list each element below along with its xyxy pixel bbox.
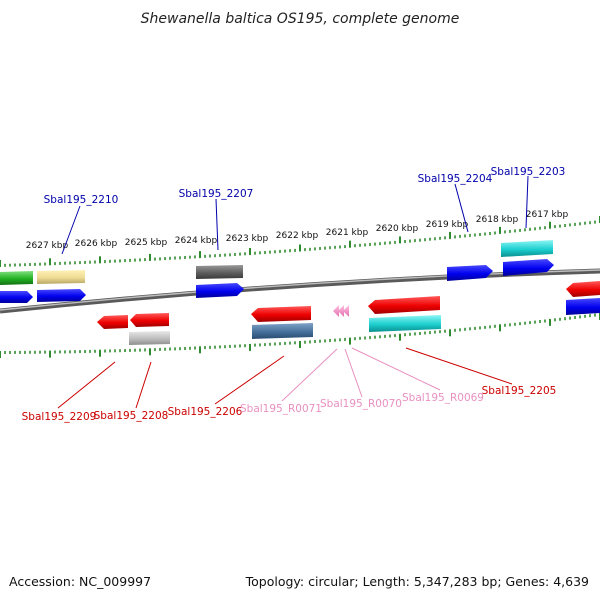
- label-Sbal195_2204[interactable]: Sbal195_2204: [418, 173, 493, 185]
- gene-tan[interactable]: [37, 270, 85, 284]
- ruler-upper: [0, 216, 600, 267]
- gene-blue-edge[interactable]: [566, 298, 600, 315]
- leader-2204: [454, 183, 469, 233]
- leader-2210: [61, 205, 81, 255]
- map-title: Shewanella baltica OS195, complete genom…: [141, 11, 460, 27]
- gene-cyan-rev[interactable]: [369, 315, 441, 332]
- tick-label-2627: 2627 kbp: [26, 241, 69, 251]
- leader-R0069: [351, 347, 441, 391]
- gene-green[interactable]: [0, 271, 33, 285]
- label-Sbal195_2203[interactable]: Sbal195_2203: [491, 166, 566, 178]
- gene-blue-1[interactable]: [0, 291, 33, 303]
- gene-blue-2[interactable]: [37, 289, 86, 302]
- rna-R0069[interactable]: [343, 305, 349, 317]
- label-Sbal195_R0070[interactable]: Sbal195_R0070: [320, 398, 402, 410]
- tick-label-2625: 2625 kbp: [125, 238, 168, 248]
- gene-red-2209[interactable]: [97, 315, 128, 329]
- gene-red-2205[interactable]: [368, 296, 440, 314]
- tick-label-2621: 2621 kbp: [326, 228, 369, 238]
- tick-label-2624: 2624 kbp: [175, 236, 218, 246]
- leader-R0070: [344, 348, 363, 398]
- leader-R0071: [281, 348, 338, 402]
- leader-2203: [525, 175, 529, 229]
- tick-label-2622: 2622 kbp: [276, 231, 319, 241]
- ruler-labels: 2627 kbp 2626 kbp 2625 kbp 2624 kbp 2623…: [26, 210, 569, 251]
- gene-blue-2204[interactable]: [447, 265, 493, 281]
- label-Sbal195_2207[interactable]: Sbal195_2207: [179, 188, 254, 200]
- tick-label-2623: 2623 kbp: [226, 234, 269, 244]
- label-Sbal195_2206[interactable]: Sbal195_2206: [168, 406, 243, 418]
- tick-label-2617: 2617 kbp: [526, 210, 569, 220]
- gene-red-2208[interactable]: [130, 313, 169, 327]
- gene-steelblue[interactable]: [252, 323, 313, 339]
- label-Sbal195_2209[interactable]: Sbal195_2209: [22, 411, 97, 423]
- leader-lines: [57, 175, 529, 409]
- leader-2209: [57, 361, 116, 409]
- ruler-lower: [0, 313, 600, 358]
- gene-red-edge[interactable]: [566, 281, 600, 297]
- tick-label-2620: 2620 kbp: [376, 224, 419, 234]
- leader-2206: [214, 355, 285, 405]
- label-Sbal195_2210[interactable]: Sbal195_2210: [44, 194, 119, 206]
- leader-2205: [405, 347, 513, 385]
- gene-labels: Sbal195_2210 Sbal195_2207 Sbal195_2204 S…: [22, 166, 566, 423]
- label-Sbal195_R0069[interactable]: Sbal195_R0069: [402, 392, 484, 404]
- gene-red-2206[interactable]: [251, 306, 311, 322]
- label-Sbal195_2208[interactable]: Sbal195_2208: [94, 410, 169, 422]
- gene-blue-2207[interactable]: [196, 283, 244, 298]
- accession-text: Accession: NC_009997: [9, 574, 152, 589]
- gene-lightgray[interactable]: [129, 331, 170, 345]
- label-Sbal195_R0071[interactable]: Sbal195_R0071: [240, 403, 322, 415]
- reverse-genes: [97, 281, 600, 345]
- label-Sbal195_2205[interactable]: Sbal195_2205: [482, 385, 557, 397]
- tick-label-2619: 2619 kbp: [426, 220, 469, 230]
- rna-R0071[interactable]: [333, 305, 339, 317]
- tick-label-2618: 2618 kbp: [476, 215, 519, 225]
- leader-2207: [215, 198, 219, 251]
- gene-gray[interactable]: [196, 265, 243, 279]
- forward-genes: [0, 240, 554, 303]
- genome-backbone: [0, 268, 600, 314]
- gene-cyan-fwd[interactable]: [501, 240, 553, 257]
- gene-blue-2203[interactable]: [503, 259, 554, 276]
- leader-2208: [135, 361, 152, 409]
- genome-summary: Topology: circular; Length: 5,347,283 bp…: [245, 574, 589, 589]
- rna-R0070[interactable]: [338, 305, 344, 317]
- tick-label-2626: 2626 kbp: [75, 239, 118, 249]
